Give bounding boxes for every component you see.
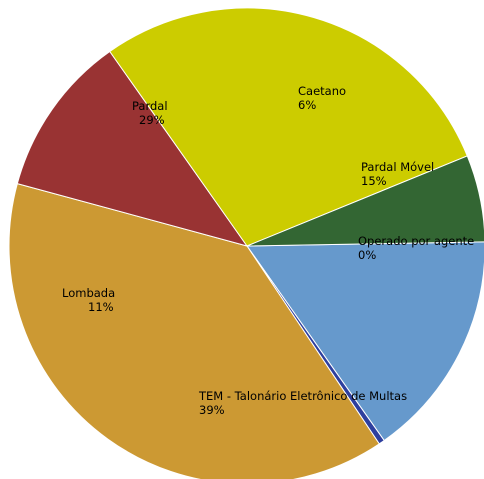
pie-slice-pardal	[109, 7, 468, 247]
label-pardal: Pardal 29%	[132, 99, 168, 127]
pie-slices	[8, 7, 484, 479]
pie-slice-pardal-m-vel	[246, 241, 484, 442]
label-operado-por-agente: Operado por agente 0%	[358, 234, 474, 262]
pie-slice-tem-talon-rio-eletr-nico-de-multas	[8, 182, 380, 479]
label-caetano: Caetano 6%	[298, 84, 346, 112]
label-lombada: Lombada 11%	[62, 286, 115, 314]
label-tem: TEM - Talonário Eletrônico de Multas 39%	[198, 389, 407, 417]
label-pardal-movel: Pardal Móvel 15%	[361, 160, 434, 188]
pie-slice-caetano	[246, 155, 484, 247]
pie-slice-lombada	[16, 50, 249, 247]
pie-labels: Pardal Móvel 15% Operado por agente 0% TEM…	[62, 84, 474, 417]
